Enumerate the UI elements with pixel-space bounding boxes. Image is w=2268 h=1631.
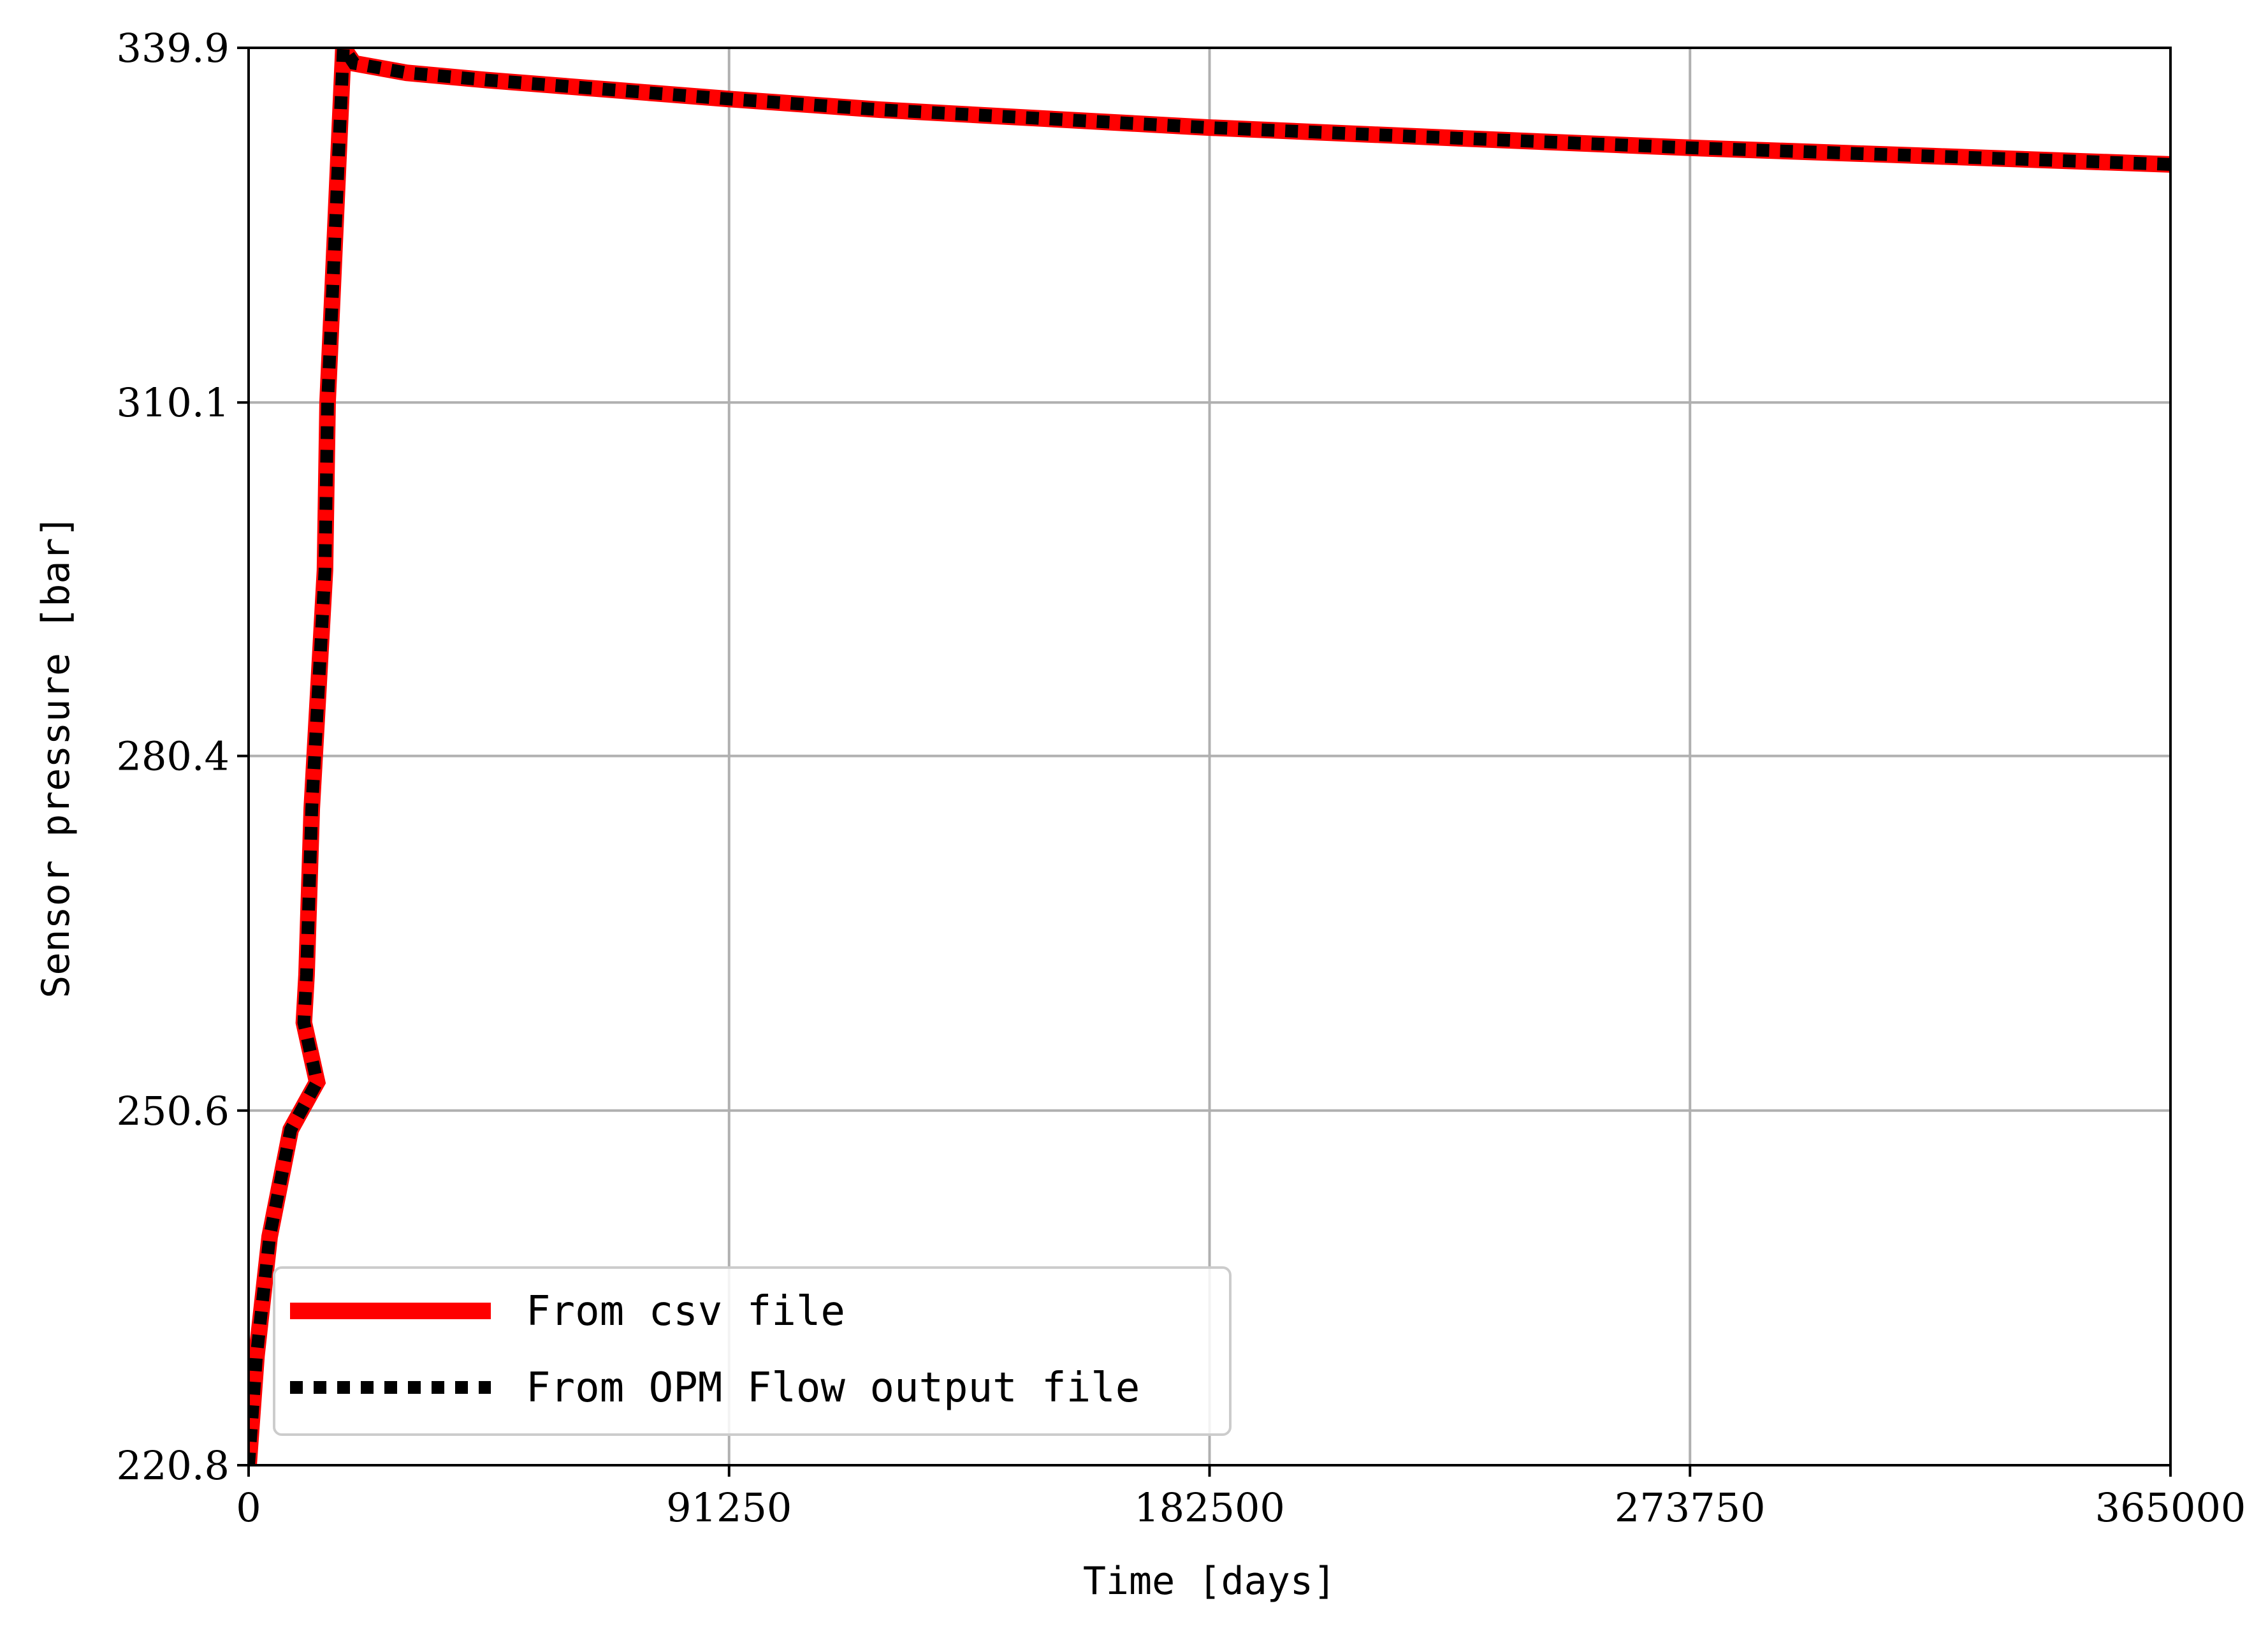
y-tick-label: 280.4 bbox=[117, 733, 230, 780]
legend-entry-opm-flow: From OPM Flow output file bbox=[526, 1364, 1140, 1412]
y-tick-label: 220.8 bbox=[117, 1442, 230, 1489]
series-line-opm-flow bbox=[249, 48, 2170, 1465]
series-layer bbox=[249, 48, 2170, 1465]
y-axis-label: Sensor pressure [bar] bbox=[34, 515, 78, 998]
x-tick-label: 0 bbox=[236, 1484, 261, 1531]
grid bbox=[247, 47, 2172, 1466]
y-tick-label: 339.9 bbox=[117, 25, 230, 71]
y-tick-label: 310.1 bbox=[117, 379, 230, 426]
x-tick-label: 365000 bbox=[2095, 1484, 2246, 1531]
legend: From csv file From OPM Flow output file bbox=[273, 1266, 1232, 1436]
x-tick-label: 273750 bbox=[1615, 1484, 1766, 1531]
y-tick-label: 250.6 bbox=[117, 1088, 230, 1134]
legend-box bbox=[273, 1266, 1232, 1436]
x-tick-label: 182500 bbox=[1134, 1484, 1285, 1531]
x-axis-label: Time [days] bbox=[1083, 1559, 1336, 1604]
legend-entry-csv: From csv file bbox=[526, 1288, 845, 1335]
ticks: 0 91250 182500 273750 365000 220.8 250.6 280.4 3… bbox=[117, 25, 2246, 1531]
x-tick-label: 91250 bbox=[666, 1484, 792, 1531]
